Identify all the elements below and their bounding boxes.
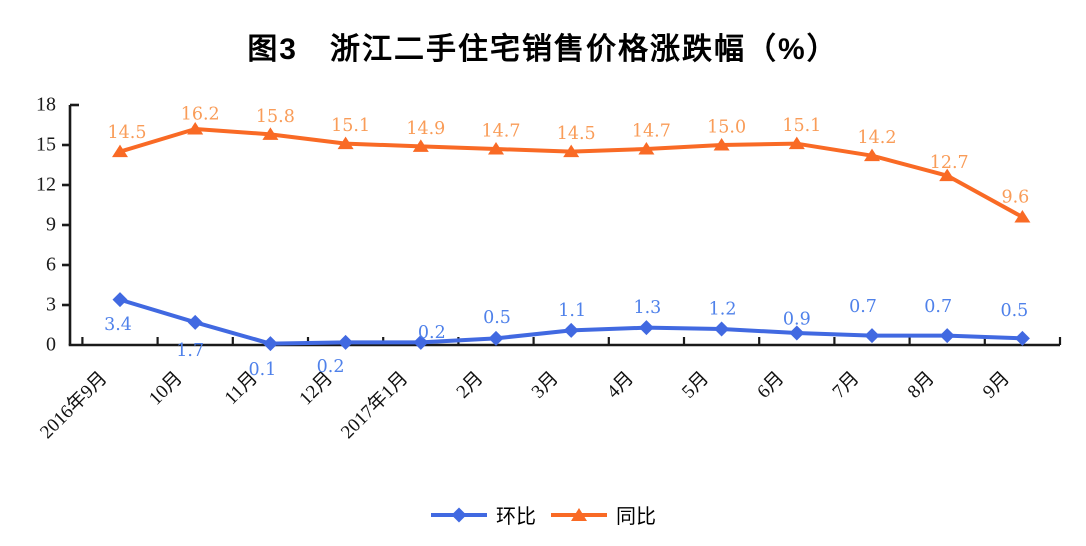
svg-text:1.3: 1.3 (633, 298, 661, 318)
svg-text:14.7: 14.7 (632, 122, 671, 142)
svg-text:6: 6 (46, 254, 56, 276)
chart-title: 图3 浙江二手住宅销售价格涨跌幅（%） (247, 33, 839, 66)
svg-text:0.7: 0.7 (849, 297, 877, 317)
svg-text:0.5: 0.5 (483, 308, 511, 328)
svg-text:1.7: 1.7 (176, 341, 204, 361)
mom-series-line-diamond-icon (431, 507, 487, 522)
svg-text:16.2: 16.2 (181, 105, 220, 125)
svg-text:7月: 7月 (829, 368, 864, 403)
svg-text:14.5: 14.5 (557, 124, 596, 144)
legend-item-yoy: 同比 (550, 500, 656, 529)
svg-text:0: 0 (46, 334, 56, 356)
svg-text:14.2: 14.2 (858, 128, 897, 148)
svg-text:15.8: 15.8 (256, 107, 295, 127)
svg-text:5月: 5月 (678, 368, 713, 403)
svg-text:1.2: 1.2 (709, 300, 737, 320)
legend-item-mom: 环比 (430, 500, 536, 529)
svg-text:12: 12 (36, 174, 56, 196)
svg-text:18: 18 (36, 94, 56, 116)
svg-text:15.1: 15.1 (782, 116, 821, 136)
svg-text:0.5: 0.5 (1000, 301, 1028, 321)
svg-text:2016年9月: 2016年9月 (36, 367, 112, 443)
svg-text:3: 3 (46, 294, 56, 316)
svg-text:15: 15 (36, 134, 56, 156)
svg-text:2月: 2月 (453, 368, 488, 403)
svg-text:15.0: 15.0 (707, 118, 746, 138)
svg-text:14.5: 14.5 (108, 123, 147, 143)
svg-text:0.1: 0.1 (248, 360, 276, 380)
svg-text:9.6: 9.6 (1001, 188, 1029, 208)
legend-label-yoy: 同比 (616, 506, 656, 528)
svg-text:3.4: 3.4 (104, 315, 132, 335)
svg-text:15.1: 15.1 (331, 116, 370, 136)
svg-text:8月: 8月 (904, 368, 939, 403)
svg-text:0.2: 0.2 (418, 323, 446, 343)
svg-text:14.9: 14.9 (406, 119, 445, 139)
svg-text:3月: 3月 (528, 368, 563, 403)
legend-label-mom: 环比 (496, 506, 536, 528)
svg-text:9月: 9月 (979, 368, 1014, 403)
svg-text:2017年1月: 2017年1月 (336, 367, 412, 443)
svg-text:10月: 10月 (145, 368, 187, 410)
svg-text:14.7: 14.7 (482, 122, 521, 142)
svg-text:0.7: 0.7 (924, 297, 952, 317)
svg-text:1.1: 1.1 (558, 301, 586, 321)
svg-text:9: 9 (46, 214, 56, 236)
svg-text:4月: 4月 (603, 368, 638, 403)
svg-text:0.2: 0.2 (317, 357, 345, 377)
svg-text:12.7: 12.7 (930, 153, 969, 173)
svg-text:6月: 6月 (753, 368, 788, 403)
svg-text:0.9: 0.9 (783, 310, 811, 330)
yoy-series-line-triangle-icon (551, 507, 607, 521)
chart-legend: 环比 同比 (0, 500, 1086, 529)
